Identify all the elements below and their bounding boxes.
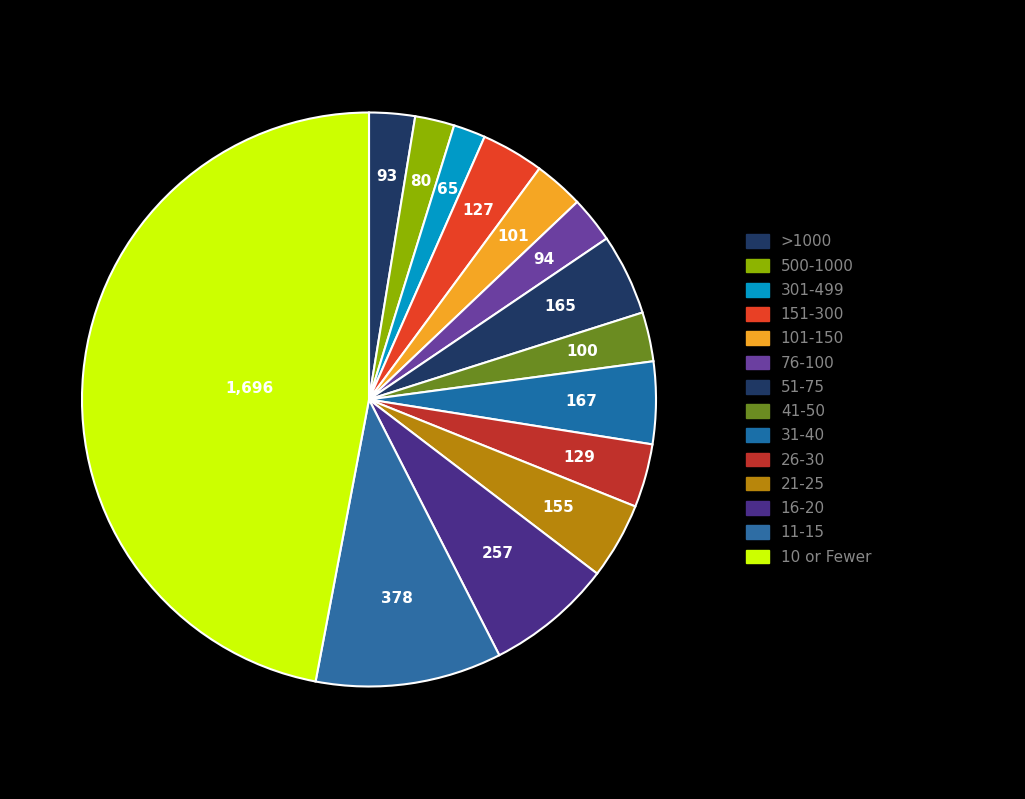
Text: 80: 80 (410, 174, 432, 189)
Text: 127: 127 (462, 203, 494, 218)
Text: 257: 257 (482, 547, 514, 561)
Wedge shape (82, 113, 369, 682)
Text: 167: 167 (566, 395, 598, 410)
Wedge shape (369, 202, 607, 400)
Text: 1,696: 1,696 (224, 381, 273, 396)
Wedge shape (369, 137, 539, 400)
Legend: >1000, 500-1000, 301-499, 151-300, 101-150, 76-100, 51-75, 41-50, 31-40, 26-30, : >1000, 500-1000, 301-499, 151-300, 101-1… (745, 234, 871, 565)
Text: 93: 93 (376, 169, 398, 184)
Text: 165: 165 (544, 300, 576, 314)
Text: 129: 129 (564, 450, 596, 465)
Text: 378: 378 (381, 591, 413, 606)
Wedge shape (369, 169, 577, 400)
Text: 94: 94 (533, 252, 555, 267)
Text: 101: 101 (497, 229, 529, 244)
Wedge shape (369, 239, 643, 400)
Wedge shape (316, 400, 499, 686)
Wedge shape (369, 113, 415, 400)
Wedge shape (369, 400, 598, 655)
Wedge shape (369, 400, 636, 574)
Wedge shape (369, 400, 653, 507)
Text: 155: 155 (543, 500, 574, 515)
Text: 100: 100 (566, 344, 598, 360)
Wedge shape (369, 361, 656, 444)
Wedge shape (369, 312, 654, 400)
Wedge shape (369, 125, 485, 399)
Wedge shape (369, 117, 454, 400)
Text: 65: 65 (437, 182, 458, 197)
